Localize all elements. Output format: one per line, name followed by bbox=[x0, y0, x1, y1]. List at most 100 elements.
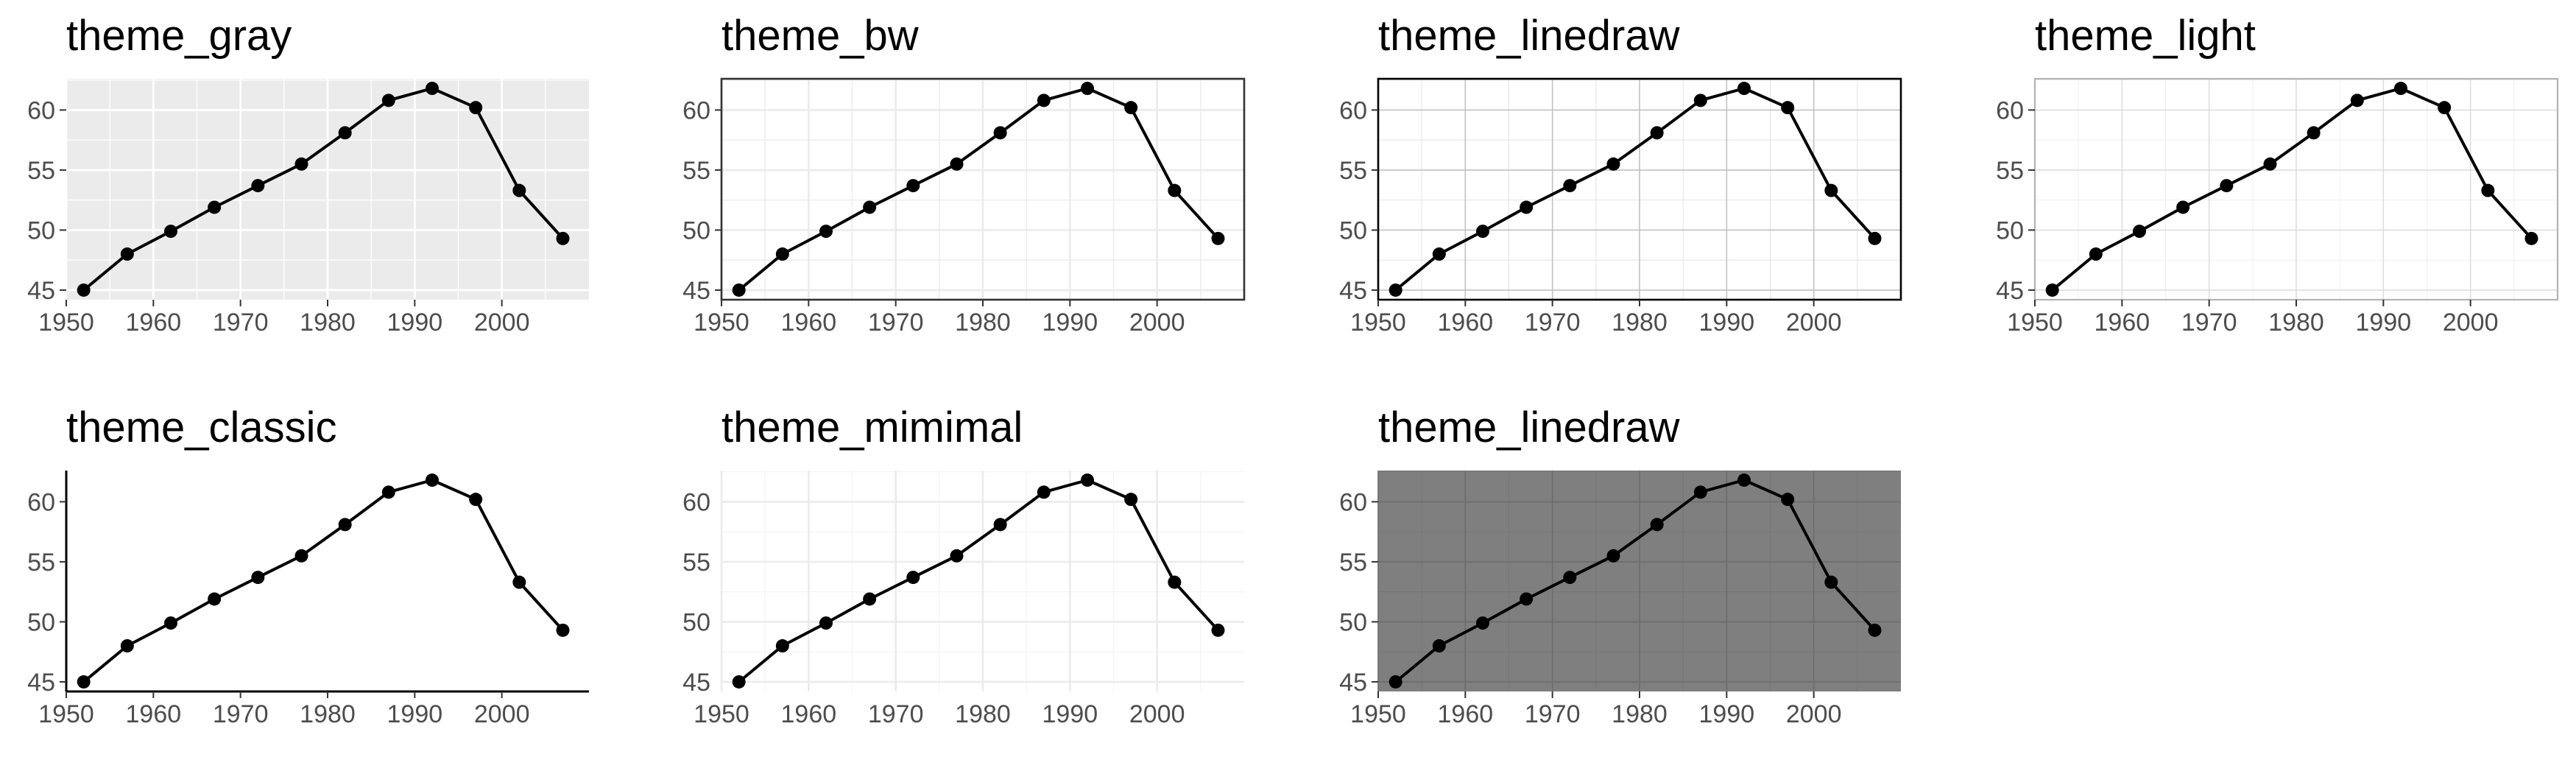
chart-title: theme_gray bbox=[66, 12, 292, 60]
chart-svg: 1950 1960 1970 1980 1990 2000 45 50 55 60 bbox=[682, 471, 1244, 728]
chart-panel-7: theme_linedraw 1950 1960 1970 1980 1990 2000 45… bbox=[1312, 392, 1916, 745]
data-point bbox=[1606, 549, 1620, 563]
data-point bbox=[294, 157, 308, 171]
data-point bbox=[1781, 493, 1795, 507]
data-point bbox=[775, 247, 789, 261]
data-point bbox=[2524, 231, 2538, 245]
data-point bbox=[2045, 283, 2059, 297]
x-tick-label: 1980 bbox=[955, 700, 1011, 728]
data-point bbox=[338, 518, 352, 532]
y-tick-label: 60 bbox=[27, 488, 55, 516]
data-point bbox=[1476, 225, 1489, 239]
data-point bbox=[1563, 179, 1577, 193]
y-tick-label: 45 bbox=[27, 277, 55, 305]
data-point bbox=[2307, 126, 2321, 140]
data-point bbox=[469, 101, 483, 115]
x-tick-label: 2000 bbox=[1786, 700, 1842, 728]
x-tick-label: 1990 bbox=[1699, 700, 1755, 728]
data-point bbox=[2394, 82, 2407, 96]
data-point bbox=[819, 616, 833, 630]
data-point bbox=[512, 183, 526, 197]
chart-title: theme_linedraw bbox=[1378, 12, 1680, 60]
y-tick-label: 45 bbox=[1339, 669, 1367, 697]
series-line bbox=[1394, 87, 1876, 292]
y-tick-label: 45 bbox=[682, 669, 710, 697]
data-point bbox=[1037, 485, 1051, 499]
data-point bbox=[993, 518, 1007, 532]
data-point bbox=[2481, 183, 2495, 197]
series-line bbox=[2051, 87, 2533, 292]
chart-panel-3: theme_linedraw 1950 1960 1970 1980 1990 2000 45… bbox=[1312, 0, 1916, 353]
chart-title: theme_mimimal bbox=[721, 404, 1023, 451]
data-point bbox=[1211, 231, 1225, 245]
series-line bbox=[82, 87, 564, 292]
chart-svg: 1950 1960 1970 1980 1990 2000 45 50 55 60 bbox=[1339, 77, 1902, 337]
data-point bbox=[1737, 473, 1751, 487]
data-point bbox=[1081, 473, 1094, 487]
data-point bbox=[1168, 575, 1182, 589]
y-tick-label: 60 bbox=[682, 488, 710, 516]
series-line bbox=[82, 479, 564, 683]
data-point bbox=[120, 639, 134, 653]
x-tick-label: 1970 bbox=[868, 309, 924, 337]
data-point bbox=[251, 179, 265, 193]
series-line bbox=[738, 479, 1219, 683]
x-tick-label: 1960 bbox=[781, 309, 837, 337]
data-point bbox=[950, 549, 964, 563]
y-tick-label: 55 bbox=[682, 157, 710, 185]
data-point bbox=[1124, 101, 1138, 115]
x-tick-label: 1970 bbox=[868, 700, 924, 728]
data-point bbox=[2089, 247, 2103, 261]
y-tick-label: 45 bbox=[1996, 277, 2024, 305]
data-point bbox=[1168, 183, 1182, 197]
x-tick-label: 2000 bbox=[1786, 309, 1842, 337]
data-point bbox=[556, 623, 570, 637]
x-tick-label: 1990 bbox=[1699, 309, 1755, 337]
data-point bbox=[1037, 94, 1051, 108]
y-tick-label: 55 bbox=[682, 549, 710, 577]
data-point bbox=[1432, 247, 1446, 261]
y-tick-label: 60 bbox=[27, 96, 55, 124]
gridlines bbox=[1377, 471, 1901, 691]
x-tick-label: 1980 bbox=[1612, 309, 1668, 337]
y-tick-label: 50 bbox=[27, 216, 55, 244]
data-point bbox=[426, 473, 439, 487]
y-tick-label: 50 bbox=[682, 608, 710, 636]
x-tick-label: 1960 bbox=[1438, 309, 1494, 337]
x-tick-label: 1970 bbox=[213, 309, 269, 337]
y-tick-label: 60 bbox=[1339, 96, 1367, 124]
x-tick-label: 1960 bbox=[1438, 700, 1494, 728]
gridlines bbox=[720, 79, 1244, 300]
x-tick-label: 2000 bbox=[1129, 700, 1185, 728]
data-point bbox=[732, 283, 746, 297]
data-point bbox=[208, 592, 222, 606]
data-point bbox=[993, 126, 1007, 140]
y-tick-label: 50 bbox=[1339, 608, 1367, 636]
chart-svg: 1950 1960 1970 1980 1990 2000 45 50 55 60 bbox=[27, 471, 589, 728]
data-point bbox=[1520, 592, 1534, 606]
x-tick-label: 1960 bbox=[126, 309, 182, 337]
x-tick-label: 1990 bbox=[1042, 700, 1098, 728]
x-tick-label: 1980 bbox=[300, 309, 356, 337]
data-point bbox=[1211, 623, 1225, 637]
x-tick-label: 1970 bbox=[2181, 309, 2237, 337]
x-tick-label: 1950 bbox=[694, 700, 749, 728]
data-point bbox=[1693, 485, 1707, 499]
data-point bbox=[1388, 675, 1402, 689]
chart-svg: 1950 1960 1970 1980 1990 2000 45 50 55 60 bbox=[1339, 471, 1901, 728]
data-point bbox=[426, 82, 439, 96]
y-tick-label: 45 bbox=[682, 277, 710, 305]
x-tick-label: 1980 bbox=[955, 309, 1011, 337]
data-point bbox=[381, 94, 395, 108]
data-point bbox=[950, 157, 964, 171]
y-tick-label: 50 bbox=[1996, 216, 2024, 244]
data-point bbox=[1124, 493, 1138, 507]
x-tick-label: 1990 bbox=[387, 700, 443, 728]
x-tick-label: 1980 bbox=[300, 700, 356, 728]
data-point bbox=[77, 283, 91, 297]
data-point bbox=[863, 592, 877, 606]
x-tick-label: 2000 bbox=[2443, 309, 2499, 337]
data-point bbox=[2438, 101, 2452, 115]
x-tick-label: 1960 bbox=[2095, 309, 2150, 337]
y-tick-label: 55 bbox=[1339, 549, 1367, 577]
